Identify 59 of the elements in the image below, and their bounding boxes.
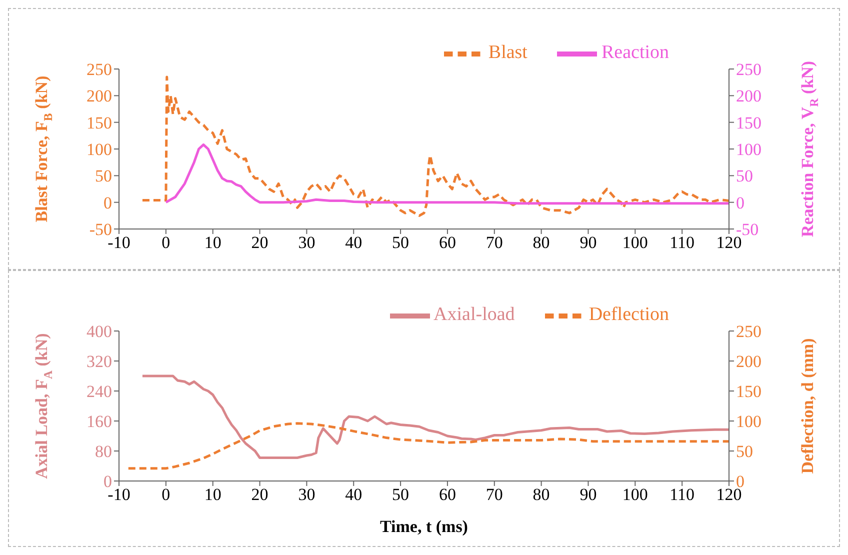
- y2-tick-label: 0: [736, 193, 744, 212]
- x-tick-label: 120: [716, 233, 742, 252]
- x-tick-label: 10: [204, 485, 222, 504]
- line-series: [141, 374, 729, 459]
- y2-tick-label: 150: [736, 113, 762, 132]
- x-tick-label: 50: [392, 485, 410, 504]
- y2-tick-label: 50: [736, 442, 753, 462]
- x-tick-label: 100: [622, 233, 648, 252]
- x-tick-label: 70: [486, 233, 503, 252]
- x-tick-label: 40: [345, 233, 362, 252]
- x-tick-label: 70: [486, 485, 503, 504]
- x-tick-label: 30: [298, 485, 316, 504]
- x-tick-label: 110: [670, 485, 695, 504]
- y2-tick-label: 200: [736, 86, 762, 106]
- y-tick-label: 200: [86, 86, 112, 106]
- x-tick-label: 60: [438, 233, 456, 252]
- y2-axis-title: Deflection, d (mm): [798, 338, 816, 474]
- x-tick-label: 110: [670, 233, 695, 252]
- y2-tick-label: 100: [736, 140, 762, 160]
- x-tick-label: 80: [532, 233, 550, 252]
- x-tick-label: 30: [298, 233, 316, 252]
- x-tick-label: 0: [162, 233, 170, 252]
- y-tick-label: 50: [95, 166, 112, 186]
- x-tick-label: 40: [345, 485, 362, 504]
- y-tick-label: 320: [86, 352, 112, 372]
- x-tick-label: 80: [532, 485, 550, 504]
- legend-label: Blast: [488, 42, 528, 64]
- y2-tick-label: 200: [736, 352, 762, 372]
- y-tick-label: 100: [86, 140, 112, 160]
- legend-label: Axial-load: [434, 304, 515, 326]
- y-tick-label: 250: [86, 60, 112, 80]
- x-tick-label: 50: [392, 233, 410, 252]
- y-tick-label: 240: [86, 382, 112, 402]
- y2-tick-label: 150: [736, 382, 762, 402]
- y-tick-label: 0: [104, 472, 112, 492]
- x-tick-label: 90: [580, 485, 597, 504]
- legend-label: Deflection: [588, 304, 669, 326]
- x-tick-label: 10: [204, 233, 222, 252]
- x-tick-label: 0: [162, 485, 170, 504]
- y2-tick-label: 250: [736, 322, 762, 342]
- y-tick-label: 160: [86, 412, 112, 432]
- y2-tick-label: 50: [736, 166, 753, 186]
- legend-label: Reaction: [601, 42, 669, 64]
- x-tick-label: 20: [251, 233, 268, 252]
- y-tick-label: -50: [89, 220, 112, 240]
- line-series: [141, 76, 729, 217]
- x-axis-title: Time, t (ms): [380, 516, 468, 536]
- y-tick-label: 150: [86, 113, 112, 132]
- y-tick-label: 400: [86, 322, 112, 342]
- line-series: [127, 422, 729, 470]
- x-tick-label: 100: [622, 485, 648, 504]
- y-tick-label: 80: [95, 442, 112, 462]
- y-tick-label: 0: [104, 193, 112, 212]
- x-tick-label: 60: [438, 485, 456, 504]
- y2-tick-label: 100: [736, 412, 762, 432]
- y2-tick-label: 250: [736, 60, 762, 80]
- x-tick-label: 90: [580, 233, 597, 252]
- line-series: [164, 143, 729, 205]
- x-tick-label: 20: [251, 485, 268, 504]
